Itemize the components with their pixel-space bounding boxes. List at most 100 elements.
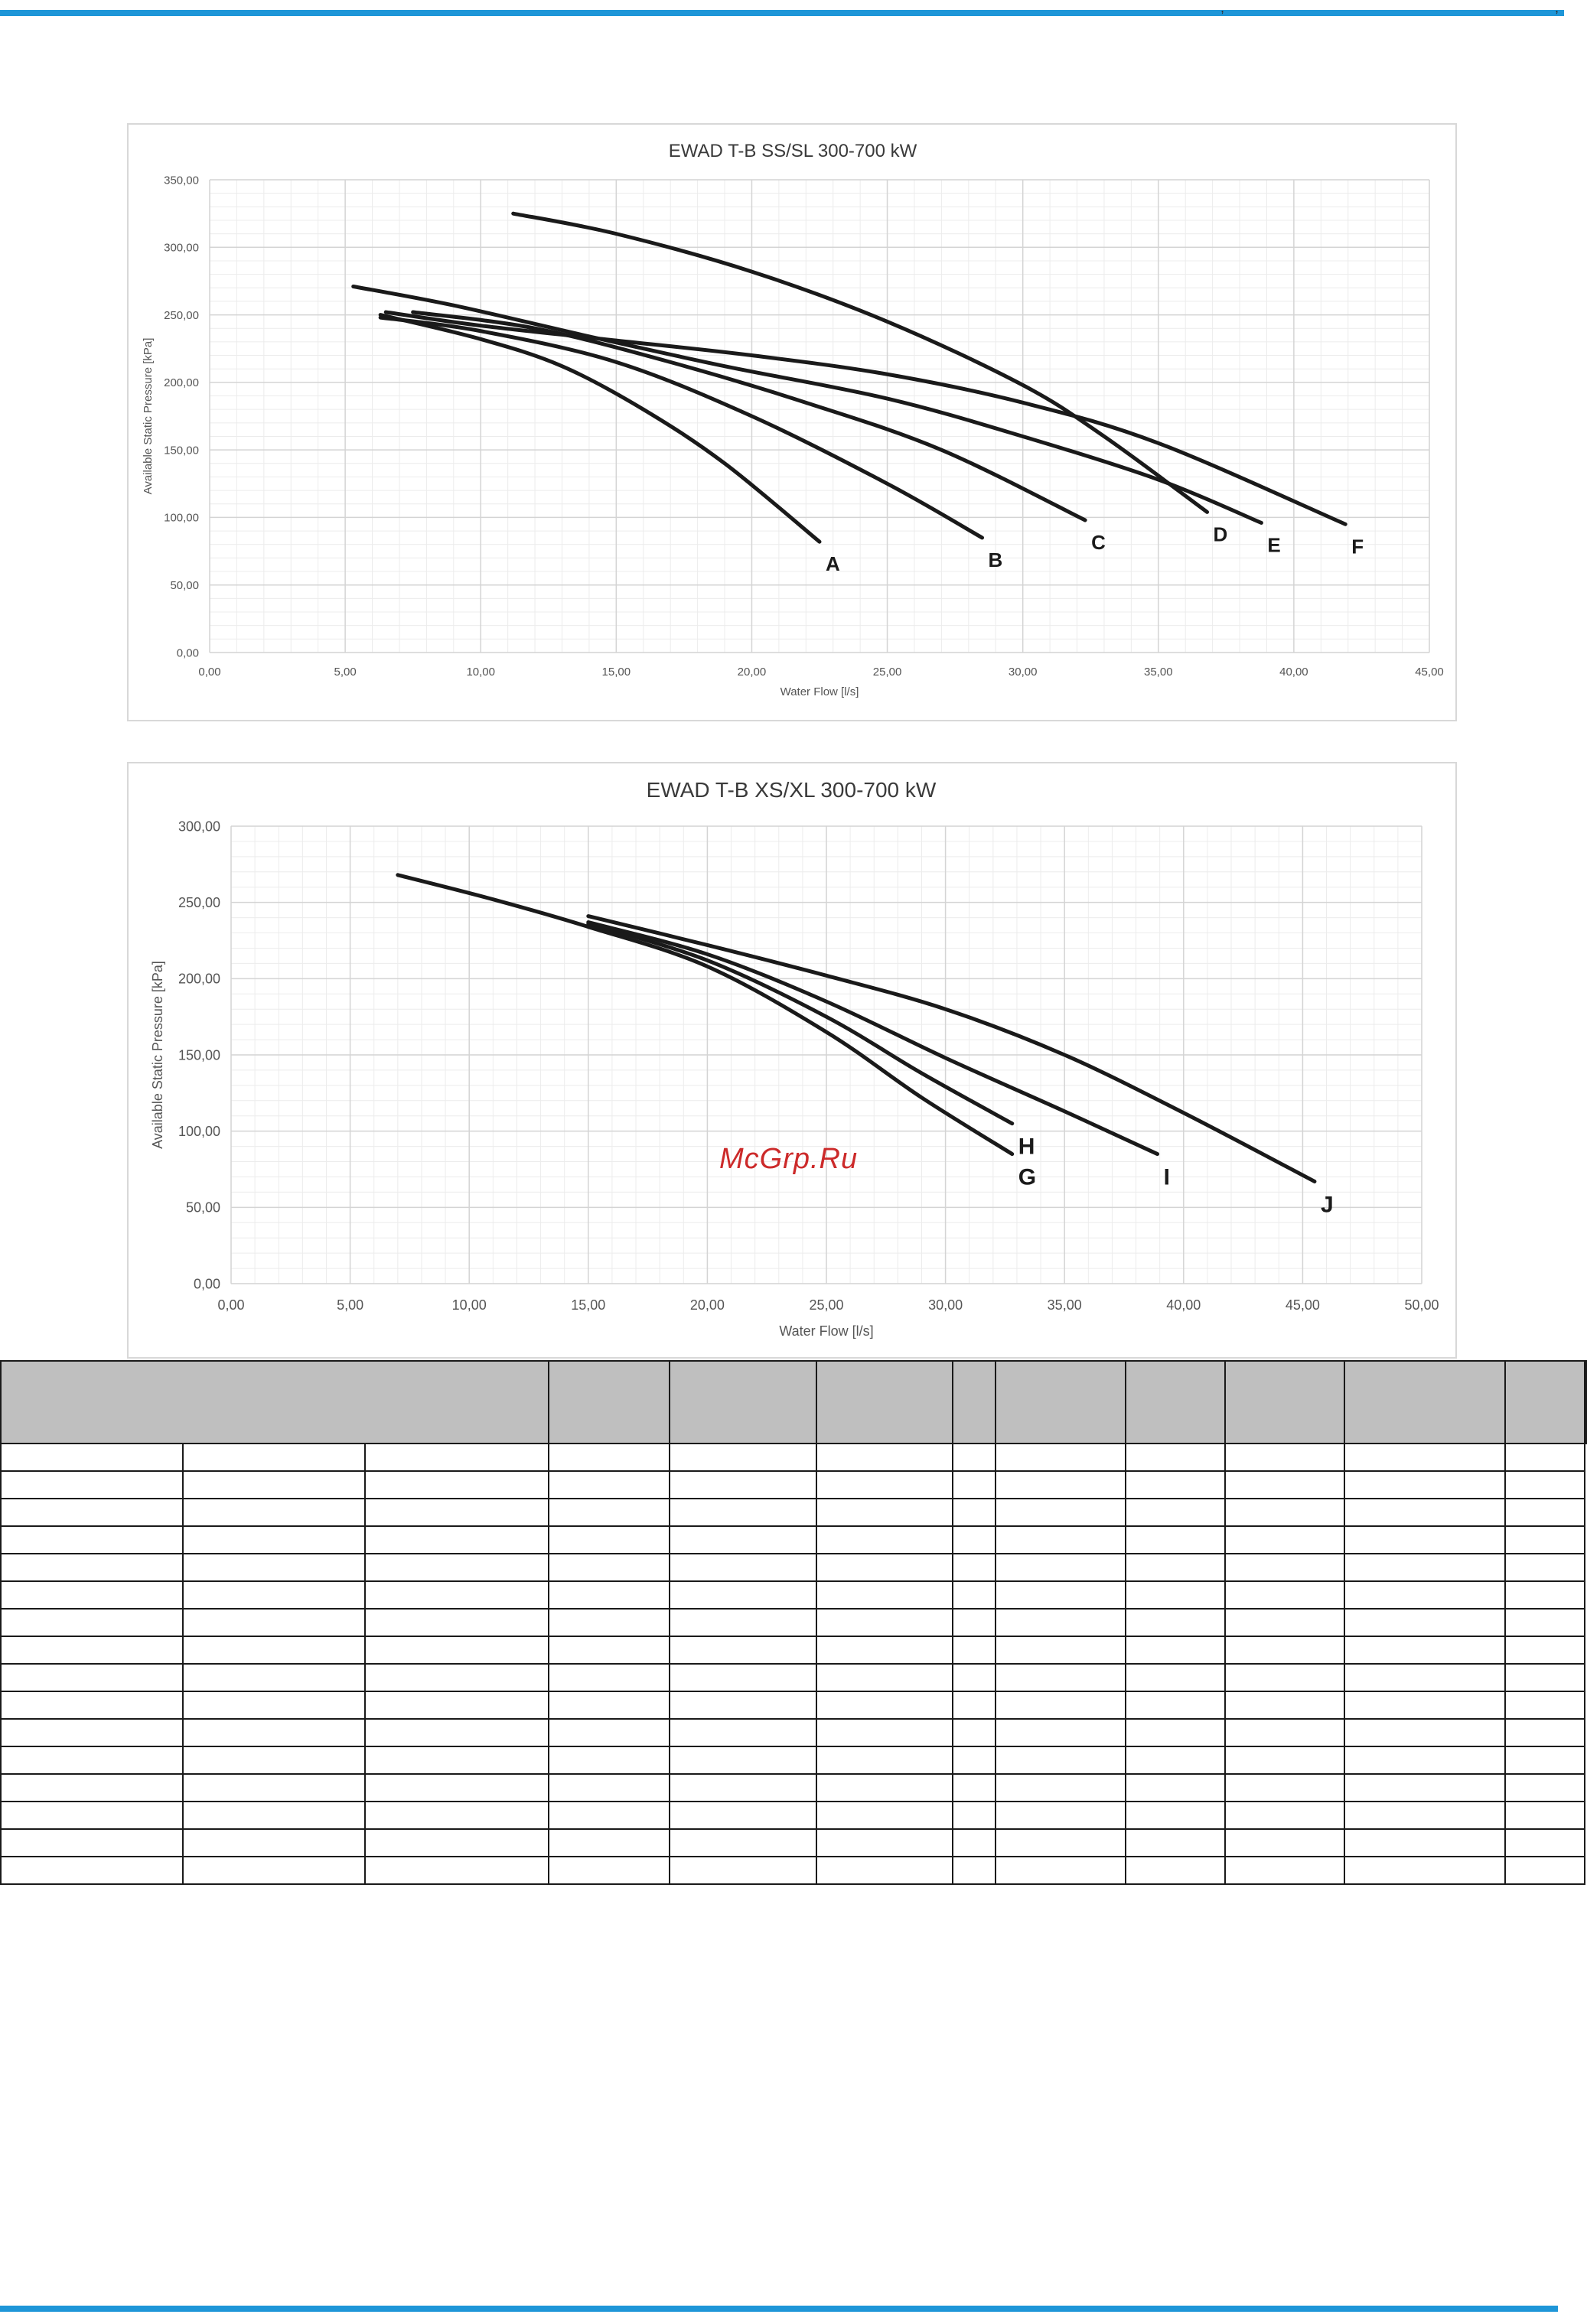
table-cell [1504,1718,1585,1747]
table-cell [182,1691,366,1720]
series-line-c [411,310,1087,522]
series-name-e: E [1267,533,1280,556]
table-cell [816,1801,953,1830]
table-cell [952,1636,996,1665]
table-cell [182,1525,366,1554]
table-cell [1125,1773,1226,1802]
y-axis-label: Available Static Pressure [kPa] [142,338,155,495]
table-cell [669,1553,817,1582]
table-header-cell [995,1360,1126,1444]
table-cell [1224,1553,1345,1582]
table-cell [1224,1470,1345,1499]
table-cell [816,1525,953,1554]
table-cell [1504,1470,1585,1499]
table-cell [364,1746,549,1775]
series-line-g [396,873,1015,1157]
y-tick-label: 200,00 [164,376,199,389]
table-cell [1224,1856,1345,1885]
table-cell [364,1470,549,1499]
y-tick-label: 100,00 [178,1124,220,1139]
table-cell [0,1801,184,1830]
chart-panel-ss-sl: 0,00 5,00 10,00 15,00 20,00 25,00 30,00 35,00 40… [127,123,1457,721]
table-cell [1504,1498,1585,1527]
table-cell [952,1856,996,1885]
table-cell [0,1443,184,1472]
series-name-h: H [1018,1134,1035,1160]
x-tick-label: 10,00 [466,666,495,679]
table-cell [1224,1801,1345,1830]
table-cell [364,1801,549,1830]
table-header-cell [1504,1360,1585,1444]
table-cell [364,1443,549,1472]
x-tick-label: 20,00 [690,1297,725,1313]
x-tick-label: 15,00 [571,1297,605,1313]
table-cell [669,1718,817,1747]
table-cell [364,1580,549,1610]
table-cell [364,1498,549,1527]
table-cell [182,1553,366,1582]
table-cell [1125,1553,1226,1582]
table-header-row [0,1360,1587,1444]
table-cell [1224,1828,1345,1857]
table-cell [1504,1636,1585,1665]
table-cell [1504,1663,1585,1692]
table-cell [669,1663,817,1692]
table-cell [1344,1608,1506,1637]
table-row [0,1691,1586,1720]
table-cell [1344,1470,1506,1499]
table-cell [364,1608,549,1637]
table-cell [0,1773,184,1802]
y-tick-label: 50,00 [186,1200,220,1216]
table-cell [0,1746,184,1775]
table-cell [816,1718,953,1747]
table-cell [669,1828,817,1857]
table-cell [0,1580,184,1610]
table-cell [669,1443,817,1472]
x-tick-label: 45,00 [1415,666,1444,679]
table-cell [816,1663,953,1692]
table-cell [1344,1718,1506,1747]
table-cell [816,1470,953,1499]
table-cell [0,1553,184,1582]
table-cell [548,1663,670,1692]
y-tick-label: 300,00 [178,819,220,834]
chart-title: EWAD T-B XS/XL 300-700 kW [647,778,937,802]
table-cell [548,1608,670,1637]
table-cell [1344,1691,1506,1720]
table-cell [1504,1746,1585,1775]
table-cell [1344,1636,1506,1665]
table-cell [0,1525,184,1554]
table-cell [364,1828,549,1857]
table-cell [952,1746,996,1775]
table-cell [995,1801,1126,1830]
table-cell [0,1498,184,1527]
table-cell [1504,1828,1585,1857]
table-row [0,1580,1586,1610]
table-header-cell [1224,1360,1345,1444]
table-cell [1504,1773,1585,1802]
table-header-cell [548,1360,670,1444]
table-cell [364,1636,549,1665]
table-cell [995,1856,1126,1885]
table-cell [995,1773,1126,1802]
table-row [0,1856,1586,1885]
table-cell [669,1580,817,1610]
series-line-f [383,310,1347,526]
table-cell [1344,1443,1506,1472]
table-cell [548,1636,670,1665]
table-cell [0,1718,184,1747]
corner-mark-right: , [1555,0,1559,15]
table-cell [182,1470,366,1499]
table-cell [669,1525,817,1554]
table-cell [995,1498,1126,1527]
table-cell [952,1443,996,1472]
table-cell [1224,1718,1345,1747]
table-cell [364,1553,549,1582]
table-cell [1125,1470,1226,1499]
bottom-accent-rule [0,2306,1558,2312]
table-cell [0,1636,184,1665]
x-tick-label: 20,00 [738,666,767,679]
table-cell [995,1746,1126,1775]
table-cell [1504,1525,1585,1554]
table-cell [1125,1663,1226,1692]
